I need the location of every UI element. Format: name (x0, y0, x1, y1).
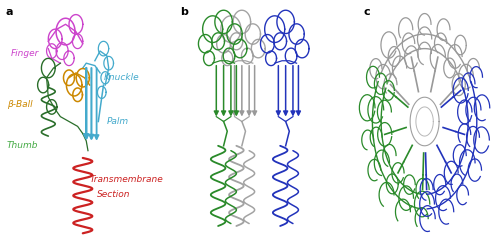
Text: c: c (364, 7, 370, 17)
Text: b: b (180, 7, 188, 17)
Text: a: a (5, 7, 12, 17)
Text: β-Ball: β-Ball (7, 100, 32, 109)
Text: Knuckle: Knuckle (104, 73, 139, 82)
Text: Section: Section (96, 190, 130, 199)
Text: Transmembrane: Transmembrane (90, 175, 164, 184)
Text: Thumb: Thumb (7, 141, 38, 150)
Text: Finger: Finger (10, 49, 38, 58)
Text: Palm: Palm (107, 117, 129, 126)
